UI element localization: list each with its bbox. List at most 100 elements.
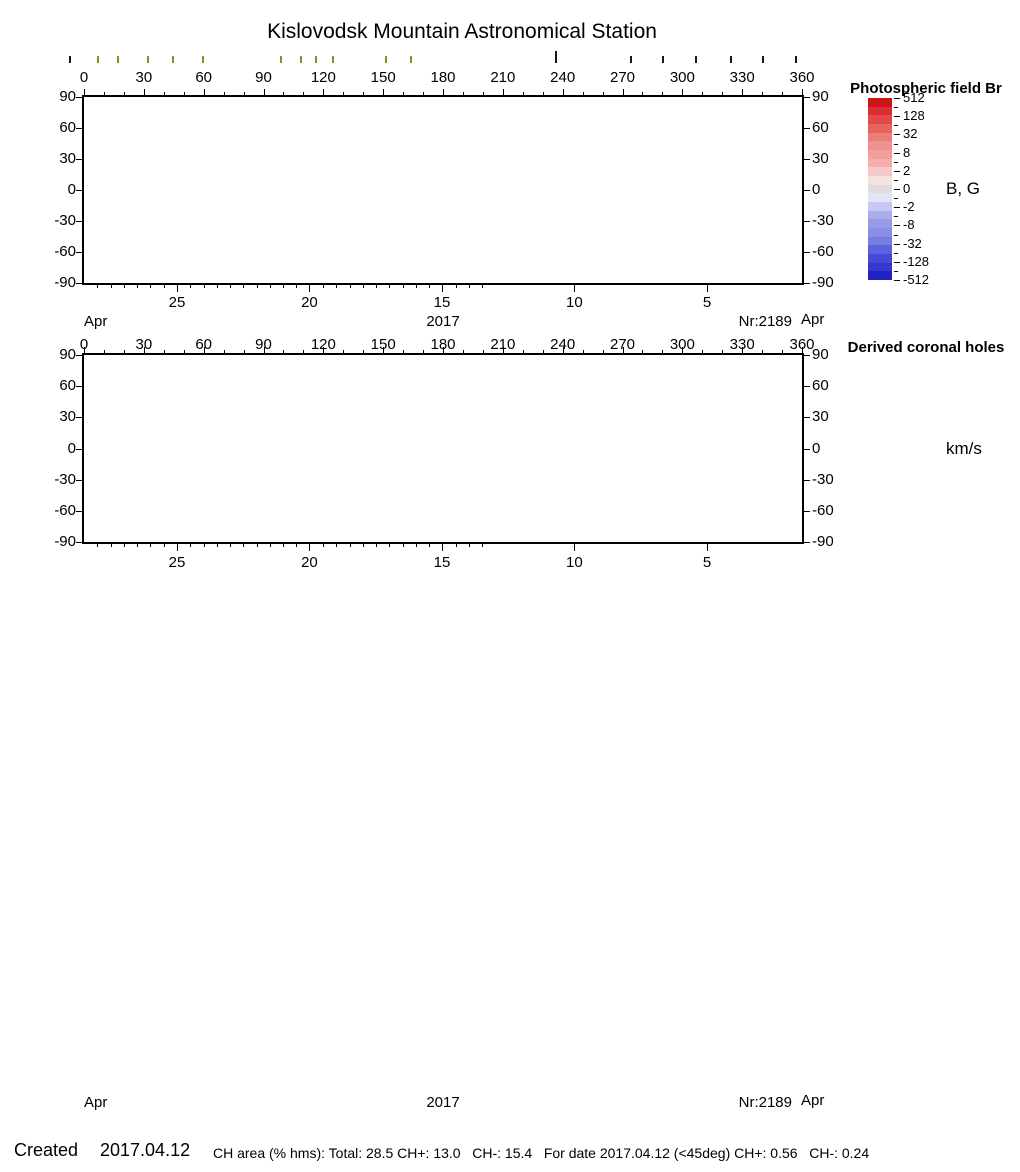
lon-tick-mark: [323, 347, 325, 353]
latitude-tick-label-right: -60: [812, 243, 834, 260]
lon-tick-mark: [363, 92, 365, 95]
latitude-tick-label-left: 0: [67, 181, 76, 198]
lon-tick-mark: [682, 89, 684, 95]
lat-tick-mark-left: [76, 510, 82, 512]
colorbar-step: [868, 132, 892, 142]
colorbar-step: [868, 193, 892, 203]
halfday-tick-mark: [323, 285, 325, 288]
observation-tick: [315, 56, 317, 63]
lon-tick-mark: [223, 92, 225, 95]
halfday-tick-mark: [243, 544, 245, 547]
colorbar-minor-tick: [894, 161, 898, 163]
halfday-tick-mark: [190, 544, 192, 547]
lon-tick-mark: [702, 92, 704, 95]
colorbar-minor-tick: [894, 216, 898, 218]
lat-tick-mark-right: [804, 283, 810, 284]
lon-tick-mark: [363, 350, 365, 353]
figure-title: Kislovodsk Mountain Astronomical Station: [267, 20, 657, 43]
colorbar-step: [868, 228, 892, 238]
colorbar-title: Photospheric field Br: [850, 80, 1002, 97]
longitude-tick-label: 270: [609, 69, 636, 86]
longitude-tick-label: 30: [135, 336, 153, 353]
lon-tick-mark: [443, 89, 444, 95]
longitude-tick-label: 360: [789, 336, 815, 353]
halfday-tick-mark: [283, 285, 285, 288]
lat-tick-mark-right: [804, 190, 810, 191]
colorbar-title: Derived coronal holes: [847, 339, 1005, 356]
date-tick-label: 10: [566, 294, 583, 311]
longitude-tick-label: 0: [79, 336, 89, 353]
lon-tick-mark: [662, 350, 664, 353]
lon-tick-mark: [502, 89, 504, 95]
longitude-tick-label: 210: [490, 69, 516, 86]
lat-tick-mark-left: [76, 386, 82, 388]
observation-tick: [69, 56, 71, 63]
date-tick-label: 20: [301, 554, 318, 571]
latitude-tick-label-right: -30: [812, 212, 834, 229]
colorbar-step: [868, 262, 892, 272]
halfday-tick-mark: [269, 544, 271, 547]
colorbar-step: [868, 124, 892, 134]
latitude-tick-label-right: 60: [812, 119, 829, 136]
observation-tick: [795, 56, 797, 63]
halfday-tick-mark: [389, 544, 391, 547]
date-tick-mark: [574, 544, 576, 551]
date-tick-mark: [309, 544, 311, 551]
halfday-tick-mark: [97, 544, 99, 547]
lon-tick-mark: [263, 89, 265, 95]
date-tick-mark: [441, 285, 443, 292]
lon-tick-mark: [642, 350, 644, 353]
colorbar-minor-tick: [894, 179, 898, 181]
longitude-tick-label: 90: [255, 69, 272, 86]
halfday-tick-mark: [203, 285, 205, 288]
latitude-tick-label-right: 90: [812, 88, 829, 105]
halfday-tick-mark: [376, 544, 378, 547]
halfday-tick-mark: [349, 285, 351, 288]
observation-tick: [662, 56, 664, 63]
latitude-tick-label-right: 30: [812, 150, 829, 167]
colorbar-step: [868, 150, 892, 160]
lat-tick-mark-left: [76, 283, 82, 284]
lon-tick-mark: [343, 92, 345, 95]
halfday-tick-mark: [362, 544, 364, 547]
halfday-tick-mark: [110, 285, 112, 288]
lon-tick-mark: [143, 347, 145, 353]
date-tick-label: 25: [168, 554, 186, 571]
latitude-tick-label-left: -30: [54, 212, 76, 229]
colorbar-step: [868, 245, 892, 255]
colorbar-step: [868, 271, 892, 281]
halfday-tick-mark: [455, 544, 457, 547]
halfday-tick-mark: [256, 544, 258, 547]
longitude-tick-label: 60: [195, 336, 212, 353]
lon-tick-mark: [243, 92, 245, 95]
date-tick-mark: [574, 285, 576, 292]
colorbar-unit-label: km/s: [946, 439, 982, 458]
observation-tick: [630, 56, 632, 63]
latitude-tick-label-right: 60: [812, 377, 829, 395]
date-tick-label: 15: [433, 554, 451, 571]
halfday-tick-mark: [97, 285, 99, 288]
latitude-tick-label-left: -60: [54, 501, 76, 519]
lon-tick-mark: [502, 347, 504, 353]
lon-tick-mark: [263, 347, 265, 353]
lon-tick-mark: [762, 92, 764, 95]
halfday-tick-mark: [256, 285, 258, 288]
observation-tick: [332, 56, 334, 63]
observation-tick: [202, 56, 204, 63]
halfday-tick-mark: [402, 544, 404, 547]
colorbar-minor-tick: [894, 125, 898, 127]
lon-tick-mark: [203, 347, 205, 353]
lon-tick-mark: [622, 89, 624, 95]
colorbar-tick-mark: [894, 207, 900, 209]
halfday-tick-mark: [216, 544, 218, 547]
date-tick-mark: [176, 285, 178, 292]
lon-tick-mark: [383, 347, 385, 353]
lon-tick-mark: [283, 350, 285, 353]
halfday-tick-mark: [150, 544, 152, 547]
latitude-tick-label-right: 0: [812, 439, 821, 457]
lat-tick-mark-left: [76, 221, 82, 222]
latitude-tick-label-left: -90: [54, 274, 76, 291]
colorbar-unit-label: B, G: [946, 179, 981, 198]
colorbar-step: [868, 158, 892, 168]
lat-tick-mark-right: [804, 448, 810, 450]
